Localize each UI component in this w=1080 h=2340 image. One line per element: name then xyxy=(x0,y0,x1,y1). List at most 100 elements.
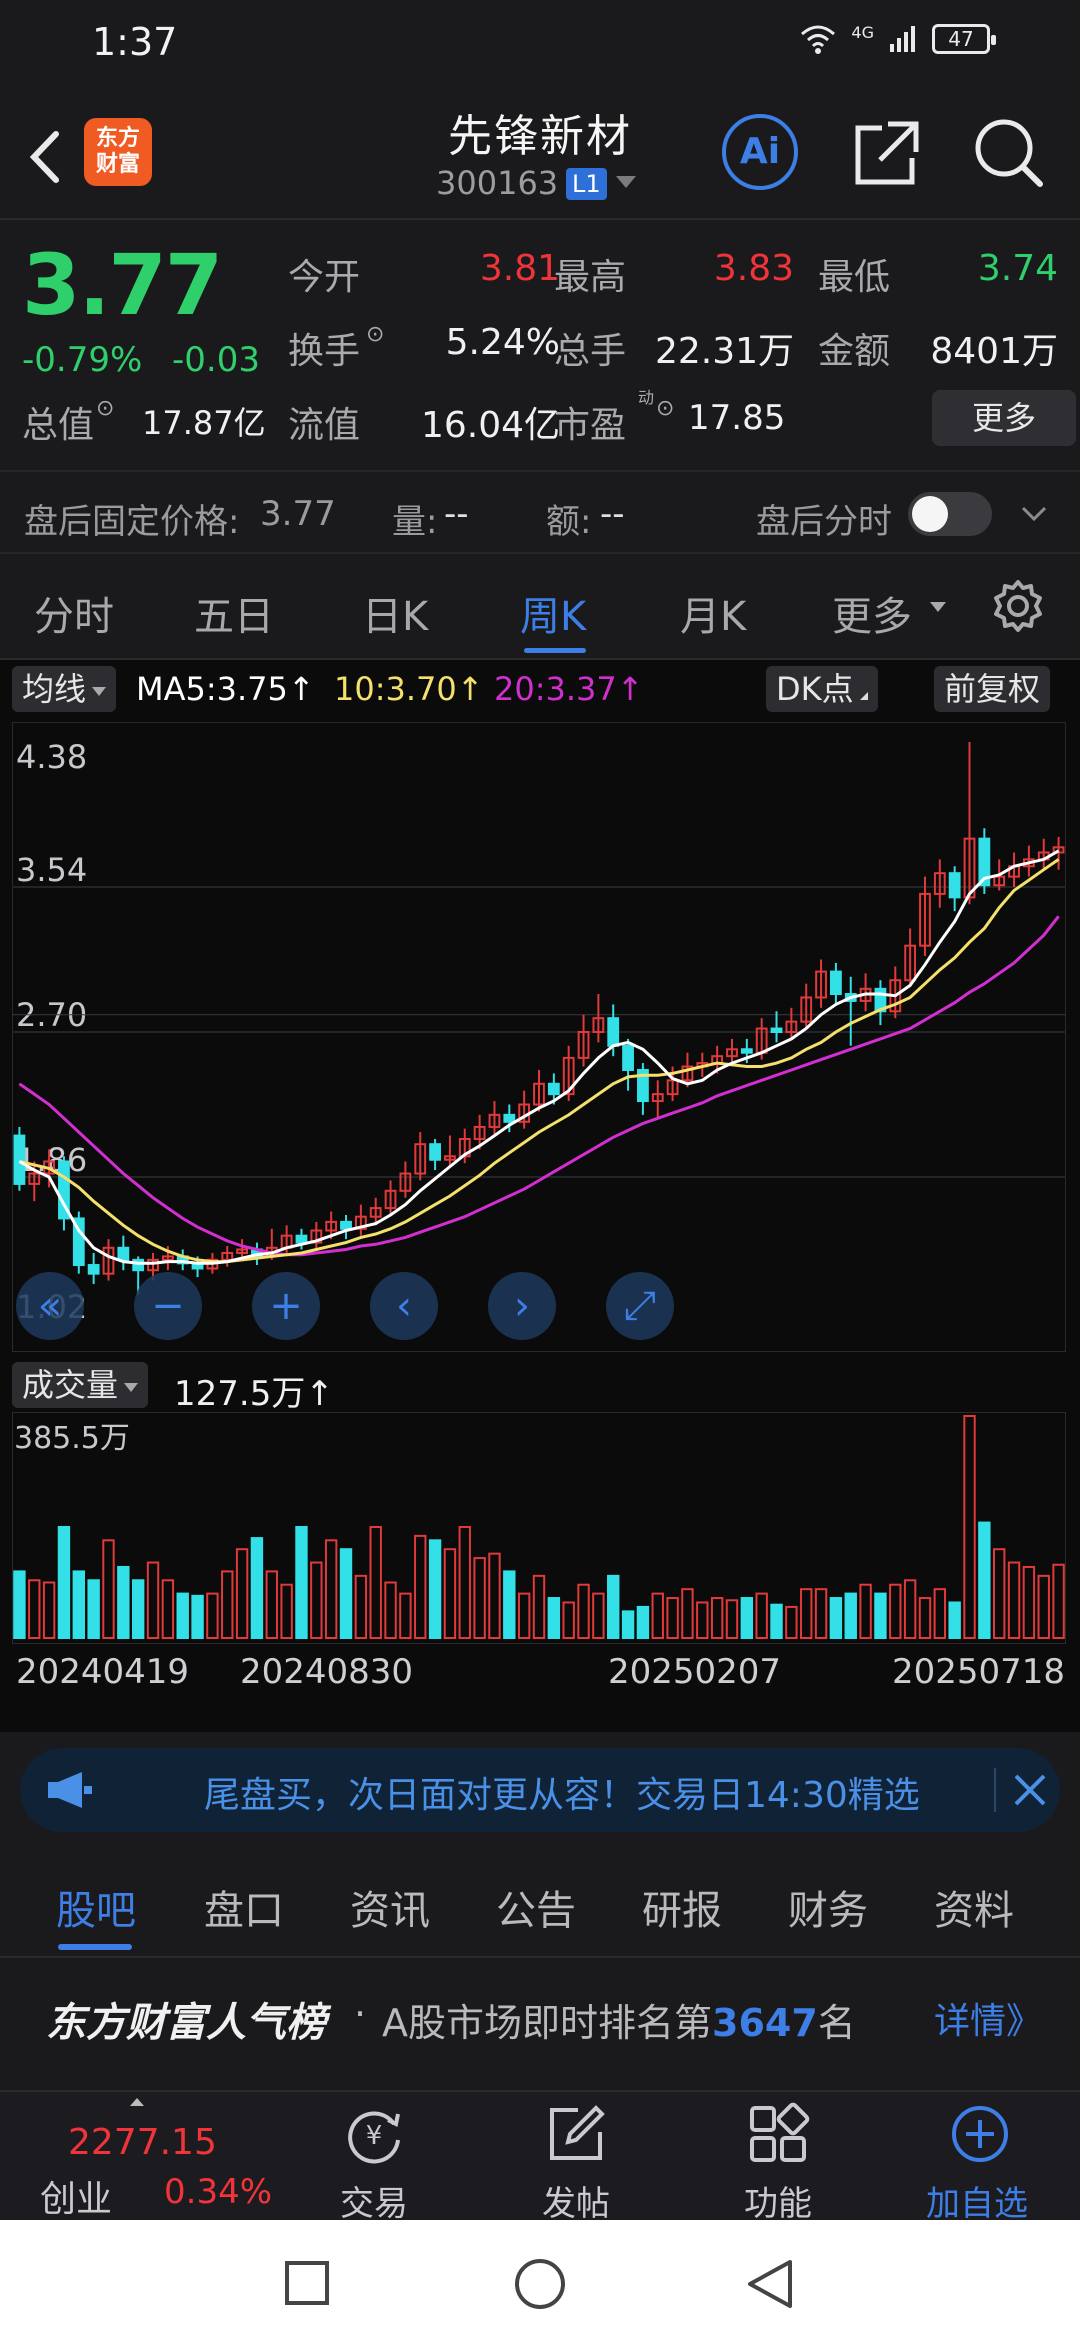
candle-body xyxy=(117,1246,130,1261)
date-axis: 20240419 20240830 20250207 20250718 xyxy=(0,1652,1080,1702)
volume-max-label: 385.5万 xyxy=(14,1421,130,1456)
volume-bar xyxy=(770,1603,783,1639)
tab-five-day[interactable]: 五日 xyxy=(194,594,274,640)
add-circle-icon[interactable] xyxy=(948,2102,1012,2166)
volume-bar xyxy=(72,1570,85,1639)
volume-bar xyxy=(889,1583,902,1639)
tab-intraday[interactable]: 分时 xyxy=(34,594,114,640)
more-button[interactable]: 更多 xyxy=(932,390,1076,446)
index-change: 0.34% xyxy=(164,2172,273,2212)
chevron-down-icon[interactable] xyxy=(1020,500,1048,528)
banner-text[interactable]: 尾盘买，次日面对更从容！交易日14:30精选 xyxy=(204,1775,920,1816)
info-icon[interactable]: ⊙ xyxy=(366,322,385,347)
quote-label: 流值 xyxy=(288,405,361,446)
volume-bar xyxy=(918,1597,932,1639)
volume-chart[interactable]: 385.5万 xyxy=(12,1412,1066,1644)
next-control-button[interactable] xyxy=(488,1272,556,1340)
nav-trade-label[interactable]: 交易 xyxy=(340,2184,408,2224)
grid-icon[interactable] xyxy=(746,2102,810,2166)
volume-bar xyxy=(458,1526,471,1639)
candlestick-chart[interactable]: 4.383.542.701.861.02«−+‹›⤢ xyxy=(12,722,1066,1352)
volume-bar xyxy=(903,1579,917,1639)
candle-body xyxy=(592,1017,605,1034)
plus-control-button[interactable] xyxy=(252,1272,320,1340)
after-volume-label: 量: xyxy=(392,502,438,542)
promo-banner[interactable]: 尾盘买，次日面对更从容！交易日14:30精选 xyxy=(20,1748,1060,1832)
close-icon[interactable] xyxy=(1012,1772,1048,1808)
adjust-price-button[interactable]: 前复权 xyxy=(934,666,1051,712)
candle-body xyxy=(488,1113,501,1128)
search-icon[interactable] xyxy=(972,116,1044,188)
volume-bar xyxy=(547,1597,561,1639)
after-hours-bar: 盘后固定价格: 3.77 量: -- 额: -- 盘后分时 xyxy=(0,470,1080,554)
volume-bar xyxy=(1007,1561,1021,1640)
tab-forum[interactable]: 股吧 xyxy=(56,1888,136,1934)
tab-news[interactable]: 资讯 xyxy=(350,1888,430,1934)
index-ticker[interactable]: 2277.15 创业 0.34% xyxy=(0,2092,280,2222)
nav-add-watchlist-label[interactable]: 加自选 xyxy=(926,2184,1028,2224)
minus-icon: − xyxy=(151,1283,185,1329)
candle-body xyxy=(978,837,991,887)
ma-selector-button[interactable]: 均线 xyxy=(12,666,117,712)
eastmoney-logo: 东方 财富 xyxy=(84,118,152,186)
ma5-line xyxy=(18,849,1060,1265)
volume-bar xyxy=(740,1597,754,1639)
candle-body xyxy=(503,1113,516,1123)
zoom-out-control-button[interactable] xyxy=(16,1272,84,1340)
tab-weekly-k[interactable]: 周K xyxy=(520,594,587,640)
divider xyxy=(0,1956,1080,1958)
home-icon[interactable] xyxy=(514,2258,566,2310)
ma10-line xyxy=(19,858,1060,1264)
popularity-ranking[interactable]: 东方财富人气榜 · A股市场即时排名第3647名 详情》 xyxy=(0,1958,1080,2088)
quote-label: 总值 xyxy=(22,405,95,446)
candle-body xyxy=(236,1248,248,1254)
back-icon[interactable] xyxy=(20,122,70,192)
index-name: 创业 xyxy=(40,2179,113,2220)
volume-bar xyxy=(369,1526,382,1639)
minus-control-button[interactable] xyxy=(134,1272,202,1340)
stock-code[interactable]: 300163 xyxy=(436,164,559,202)
tab-order-book[interactable]: 盘口 xyxy=(204,1888,284,1934)
after-hours-toggle[interactable] xyxy=(908,492,992,536)
trade-icon[interactable]: ¥ xyxy=(342,2102,406,2166)
candle-body xyxy=(161,1255,174,1261)
bottom-nav: 2277.15 创业 0.34% ¥ 交易 发帖 功能 加自选 xyxy=(0,2090,1080,2224)
recents-icon[interactable] xyxy=(284,2260,330,2306)
volume-bar xyxy=(206,1592,219,1640)
candle-body xyxy=(13,1134,26,1185)
ai-button[interactable]: Ai xyxy=(722,114,798,190)
tab-daily-k[interactable]: 日K xyxy=(362,594,429,640)
volume-bar xyxy=(354,1574,368,1639)
info-icon[interactable]: ⊙ xyxy=(656,396,675,421)
gear-icon[interactable] xyxy=(990,578,1046,634)
nav-features-label[interactable]: 功能 xyxy=(744,2184,812,2224)
tab-profile[interactable]: 资料 xyxy=(934,1888,1014,1934)
level-dropdown-icon[interactable] xyxy=(616,176,636,188)
tab-announcements[interactable]: 公告 xyxy=(496,1888,576,1934)
ranking-detail-link[interactable]: 详情》 xyxy=(934,2001,1043,2042)
nav-post-label[interactable]: 发帖 xyxy=(542,2184,610,2224)
dk-point-button[interactable]: DK点 xyxy=(766,666,878,712)
candle-body xyxy=(651,1093,664,1103)
compose-icon[interactable] xyxy=(544,2102,608,2166)
tab-monthly-k[interactable]: 月K xyxy=(680,594,747,640)
tab-research[interactable]: 研报 xyxy=(642,1888,722,1934)
volume-bar xyxy=(696,1601,709,1639)
candle-body xyxy=(681,1065,694,1082)
volume-bar xyxy=(666,1597,679,1639)
tab-more[interactable]: 更多 xyxy=(832,594,912,640)
share-icon[interactable] xyxy=(852,118,922,188)
back-nav-icon[interactable] xyxy=(746,2258,794,2310)
signal-icon xyxy=(890,26,915,52)
level-badge[interactable]: L1 xyxy=(566,168,607,200)
after-amount-value: -- xyxy=(600,494,625,534)
candle-body xyxy=(963,837,976,899)
tab-financials[interactable]: 财务 xyxy=(788,1888,868,1934)
volume-indicator-button[interactable]: 成交量 xyxy=(12,1362,149,1408)
info-icon[interactable]: ⊙ xyxy=(96,396,115,421)
fullscreen-control-button[interactable] xyxy=(606,1272,674,1340)
volume-bar xyxy=(814,1588,828,1640)
prev-control-button[interactable] xyxy=(370,1272,438,1340)
candle-body xyxy=(87,1264,100,1275)
volume-bar xyxy=(503,1570,516,1639)
